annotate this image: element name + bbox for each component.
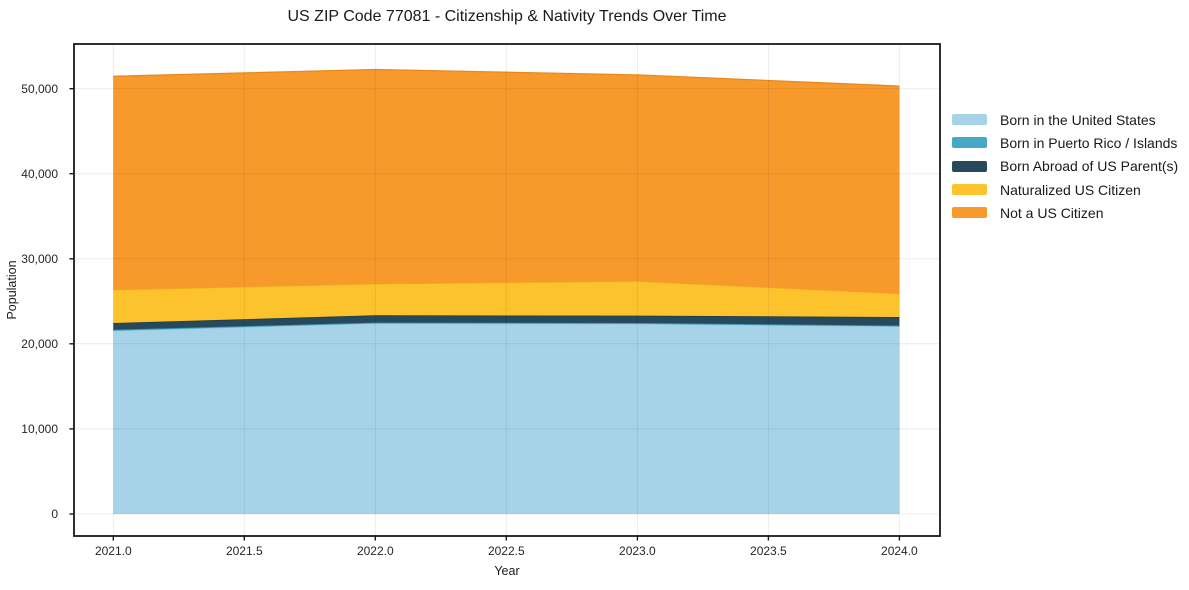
- y-tick-label: 10,000: [21, 421, 58, 436]
- legend-swatch-icon: [952, 137, 987, 149]
- y-tick-label: 40,000: [21, 166, 58, 181]
- area-series-3: [113, 281, 900, 323]
- legend-swatch-icon: [952, 207, 987, 219]
- legend-label: Naturalized US Citizen: [1000, 181, 1141, 198]
- x-tick-label: 2022.5: [487, 544, 525, 558]
- x-tick-label: 2022.0: [356, 544, 394, 558]
- legend-label: Born Abroad of US Parent(s): [1000, 158, 1179, 175]
- axes-spines: [73, 43, 941, 537]
- area-series-0: [113, 323, 900, 514]
- legend-item-3: Naturalized US Citizen: [952, 178, 1178, 201]
- area-series-4: [113, 69, 900, 294]
- y-tick-label: 30,000: [21, 251, 58, 266]
- area-edge-4: [113, 68, 900, 87]
- legend-item-4: Not a US Citizen: [952, 201, 1178, 224]
- y-tick-label: 0: [51, 507, 58, 521]
- x-tick-label: 2024.0: [881, 544, 918, 558]
- legend-item-1: Born in Puerto Rico / Islands: [952, 131, 1178, 154]
- legend-swatch-icon: [952, 184, 987, 196]
- x-axis-label: Year: [494, 564, 520, 578]
- x-tick-label: 2023.5: [750, 544, 787, 558]
- legend-label: Born in Puerto Rico / Islands: [1000, 134, 1178, 151]
- y-tick-label: 20,000: [21, 336, 58, 351]
- legend-swatch-icon: [952, 114, 987, 126]
- legend-swatch-icon: [952, 160, 987, 172]
- x-tick-label: 2023.0: [619, 544, 656, 558]
- x-tick-label: 2021.5: [225, 544, 263, 558]
- y-tick-label: 50,000: [21, 81, 58, 96]
- chart-title: US ZIP Code 77081 - Citizenship & Nativi…: [287, 8, 727, 25]
- legend-label: Born in the United States: [1000, 111, 1156, 128]
- legend-item-0: Born in the United States: [952, 108, 1178, 131]
- x-tick-label: 2021.0: [94, 544, 132, 558]
- legend-item-2: Born Abroad of US Parent(s): [952, 155, 1178, 178]
- legend-label: Not a US Citizen: [1000, 204, 1104, 221]
- legend: Born in the United States Born in Puerto …: [952, 108, 1178, 224]
- area-series-2: [113, 315, 900, 330]
